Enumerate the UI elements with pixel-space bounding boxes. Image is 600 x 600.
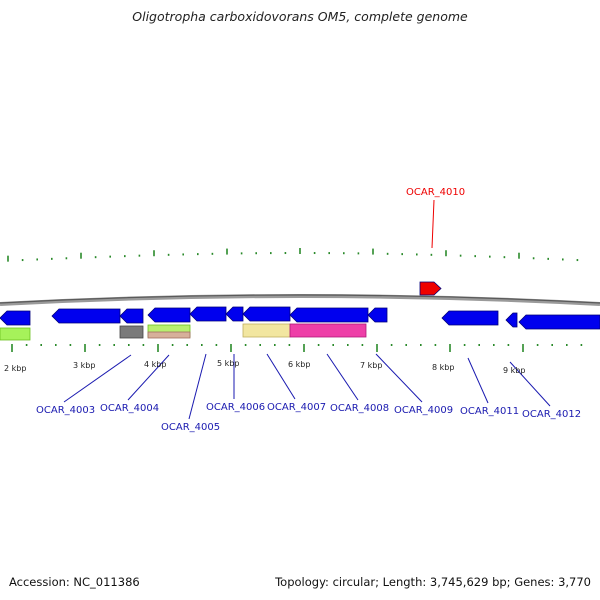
label-leader-line xyxy=(375,353,423,403)
gene-arrow xyxy=(441,310,499,326)
gene-label[interactable]: OCAR_4009 xyxy=(394,405,453,416)
gene-label[interactable]: OCAR_4012 xyxy=(522,409,581,420)
outer-tick-marks xyxy=(7,248,579,262)
label-leader-line xyxy=(127,354,170,401)
genome-backbone xyxy=(0,294,600,306)
scale-label: 2 kbp xyxy=(4,364,26,373)
scale-label: 6 kbp xyxy=(288,360,310,369)
gene-label[interactable]: OCAR_4005 xyxy=(161,422,220,433)
label-leaders xyxy=(63,199,551,420)
label-leader-line xyxy=(467,357,489,404)
gene-label[interactable]: OCAR_4007 xyxy=(267,402,326,413)
gene-arrow xyxy=(225,306,244,322)
gene-label[interactable]: OCAR_4003 xyxy=(36,405,95,416)
gene-arrow xyxy=(505,312,518,328)
gene-features xyxy=(0,281,600,341)
annotation-bar xyxy=(242,323,291,338)
genome-title: Oligotropha carboxidovorans OM5, complet… xyxy=(132,9,468,24)
scale-label: 8 kbp xyxy=(432,363,454,372)
gene-arrow xyxy=(518,314,600,330)
scale-labels: 2 kbp 3 kbp 4 kbp 5 kbp 6 kbp 7 kbp 8 kbp 9 kbp xyxy=(4,359,525,375)
highlighted-gene-arrow xyxy=(419,281,442,296)
annotation-bar xyxy=(119,325,144,339)
scale-label: 7 kbp xyxy=(360,361,382,370)
annotation-bar xyxy=(289,323,367,338)
annotation-bar xyxy=(147,331,191,339)
accession-text: Accession: NC_011386 xyxy=(9,575,140,589)
scale-label: 9 kbp xyxy=(503,366,525,375)
topology-summary: Topology: circular; Length: 3,745,629 bp… xyxy=(275,575,591,589)
label-leader-line xyxy=(188,353,207,420)
gene-arrow xyxy=(119,308,144,324)
scale-label: 5 kbp xyxy=(217,359,239,368)
label-leader-line xyxy=(63,354,132,403)
gene-label[interactable]: OCAR_4006 xyxy=(206,402,265,413)
inner-tick-marks xyxy=(11,344,583,352)
gene-arrow xyxy=(189,306,227,322)
gene-label[interactable]: OCAR_4011 xyxy=(460,406,519,417)
gene-arrow xyxy=(51,308,121,324)
gene-arrow xyxy=(147,307,191,323)
highlighted-gene-label[interactable]: OCAR_4010 xyxy=(406,187,465,198)
scale-label: 3 kbp xyxy=(73,361,95,370)
gene-arrow xyxy=(0,310,31,326)
gene-label[interactable]: OCAR_4008 xyxy=(330,403,389,414)
label-leader-line xyxy=(326,353,359,401)
label-leader-line xyxy=(509,361,551,407)
label-leader-line xyxy=(266,353,296,400)
scale-label: 4 kbp xyxy=(144,360,166,369)
gene-arrow xyxy=(367,307,388,323)
label-leader-line xyxy=(431,199,435,249)
gene-label[interactable]: OCAR_4004 xyxy=(100,403,159,414)
gene-arrow xyxy=(289,307,369,323)
annotation-bar xyxy=(0,327,31,341)
gene-arrow xyxy=(242,306,291,322)
